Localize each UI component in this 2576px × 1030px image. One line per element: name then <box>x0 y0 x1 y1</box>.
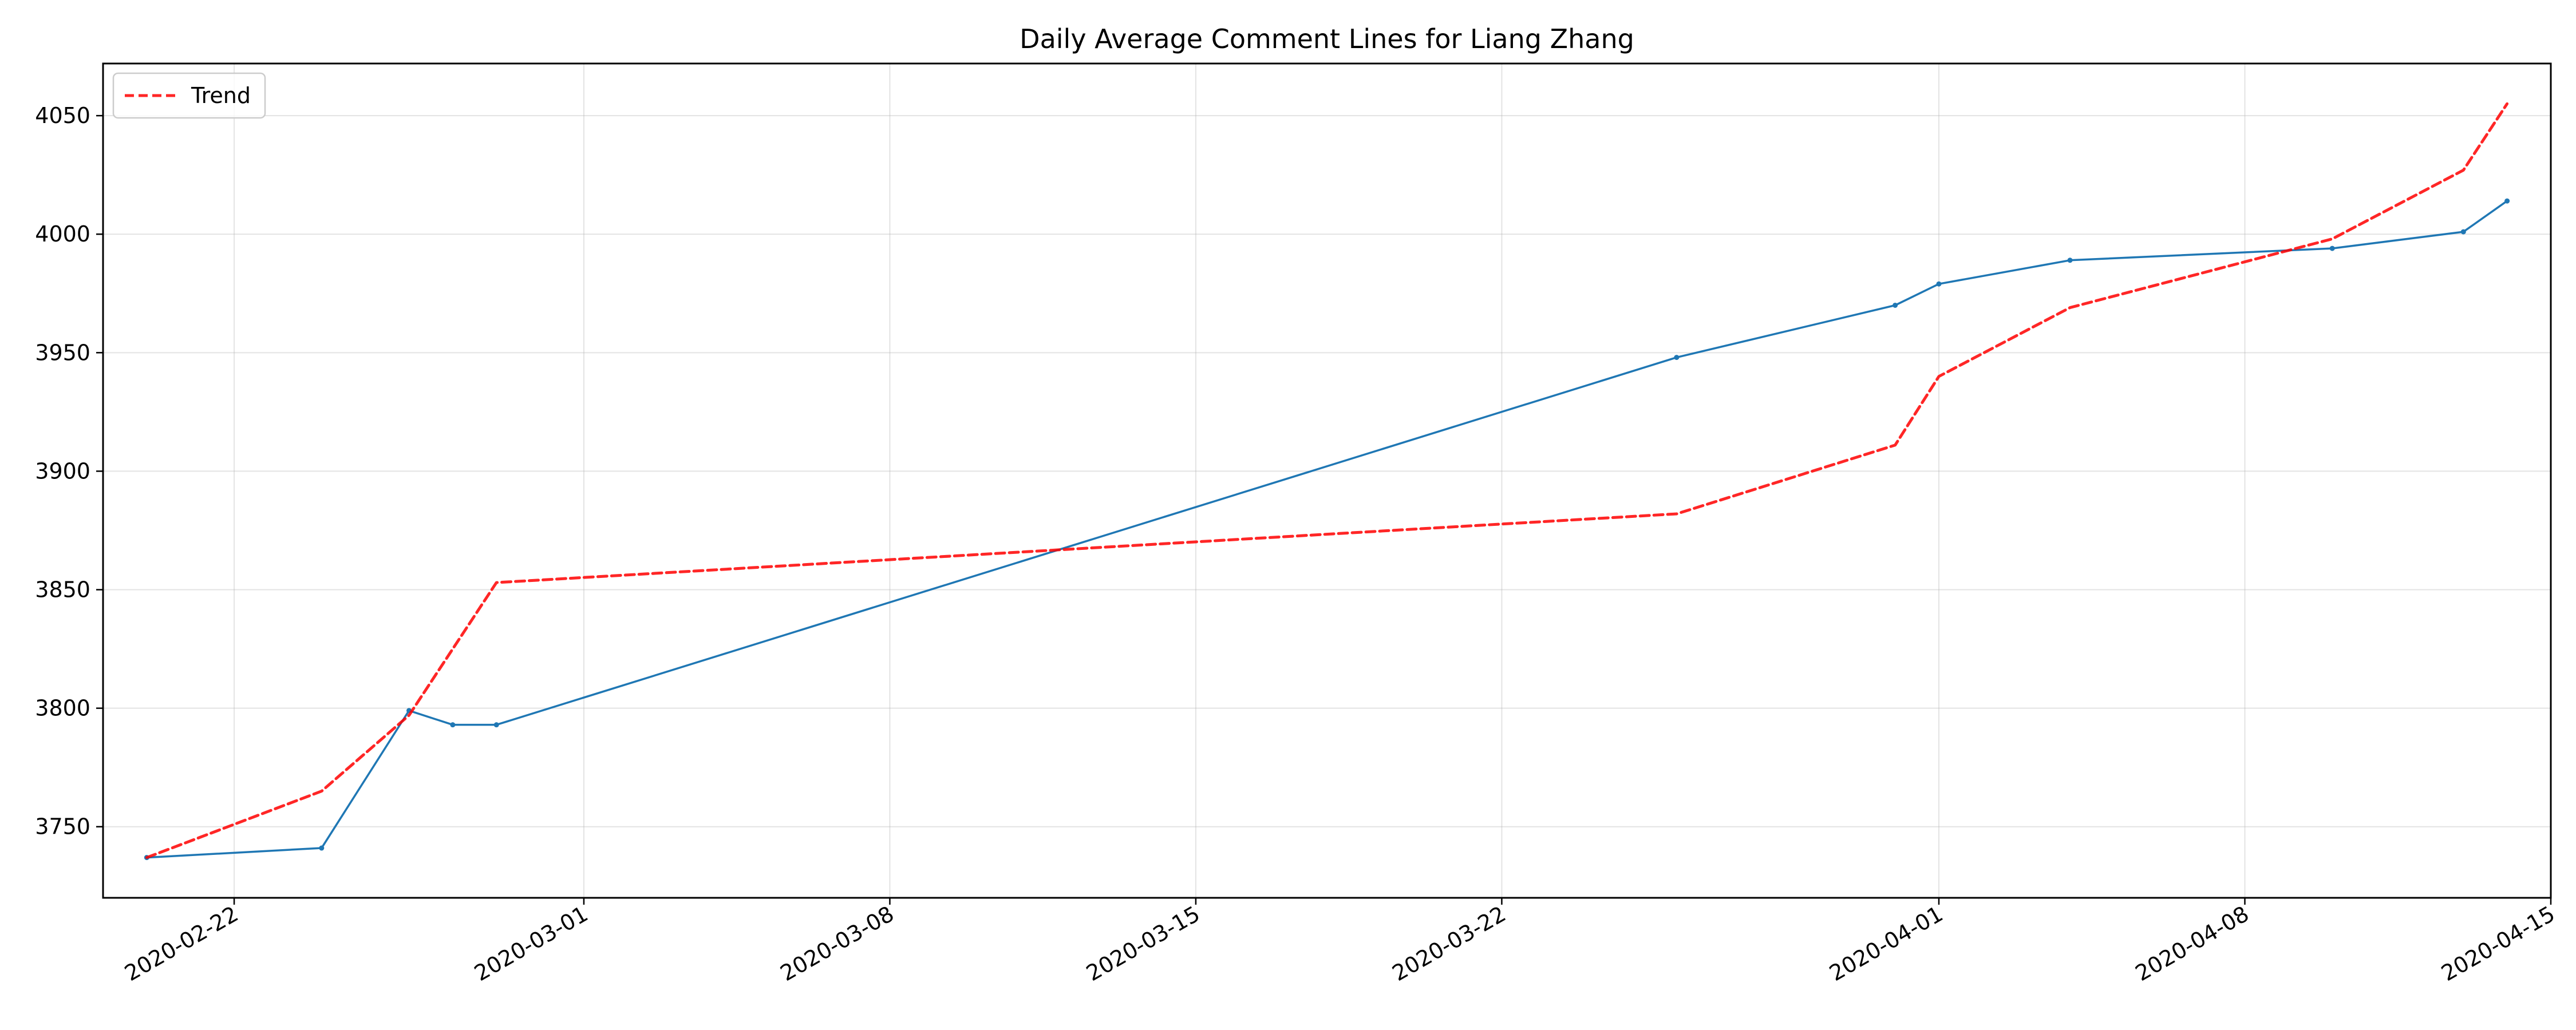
data-point <box>2329 245 2335 251</box>
data-point <box>1893 302 1898 308</box>
x-tick-label: 2020-03-15 <box>1082 901 1204 987</box>
legend-box <box>112 72 266 119</box>
legend-trend-label: Trend <box>191 83 251 108</box>
data-point <box>493 722 499 728</box>
x-tick-label: 2020-03-01 <box>470 901 592 987</box>
y-tick-label: 3800 <box>35 696 90 721</box>
data-series-line <box>145 200 2508 859</box>
data-point <box>2504 198 2510 204</box>
axes: 3750 3800 3850 3900 3950 4000 4050 2020-02-22 20… <box>35 103 2559 986</box>
y-tick-label: 4050 <box>35 103 90 128</box>
data-point <box>2067 258 2073 263</box>
trend-line <box>145 102 2509 859</box>
data-point <box>1674 355 1680 360</box>
y-tick-label: 4000 <box>35 221 90 247</box>
x-tick-label: 2020-02-22 <box>120 901 242 987</box>
x-tick-label: 2020-03-08 <box>776 901 898 987</box>
x-tick-label: 2020-03-22 <box>1388 901 1510 987</box>
grid-lines <box>103 64 2551 898</box>
data-point <box>319 845 325 851</box>
y-tick-label: 3900 <box>35 458 90 484</box>
chart-title: Daily Average Comment Lines for Liang Zh… <box>1020 23 1634 54</box>
y-tick-label: 3850 <box>35 577 90 603</box>
data-point <box>1936 281 1942 287</box>
data-point <box>2460 229 2466 235</box>
x-tick-label: 2020-04-01 <box>1825 901 1947 987</box>
x-tick-label: 2020-04-15 <box>2437 901 2559 987</box>
plot-frame <box>102 62 2552 899</box>
data-point <box>450 722 456 728</box>
x-tick-label: 2020-04-08 <box>2131 901 2253 987</box>
y-tick-label: 3750 <box>35 814 90 839</box>
series-lines <box>144 102 2510 861</box>
legend: Trend <box>112 72 266 119</box>
y-tick-label: 3950 <box>35 340 90 365</box>
